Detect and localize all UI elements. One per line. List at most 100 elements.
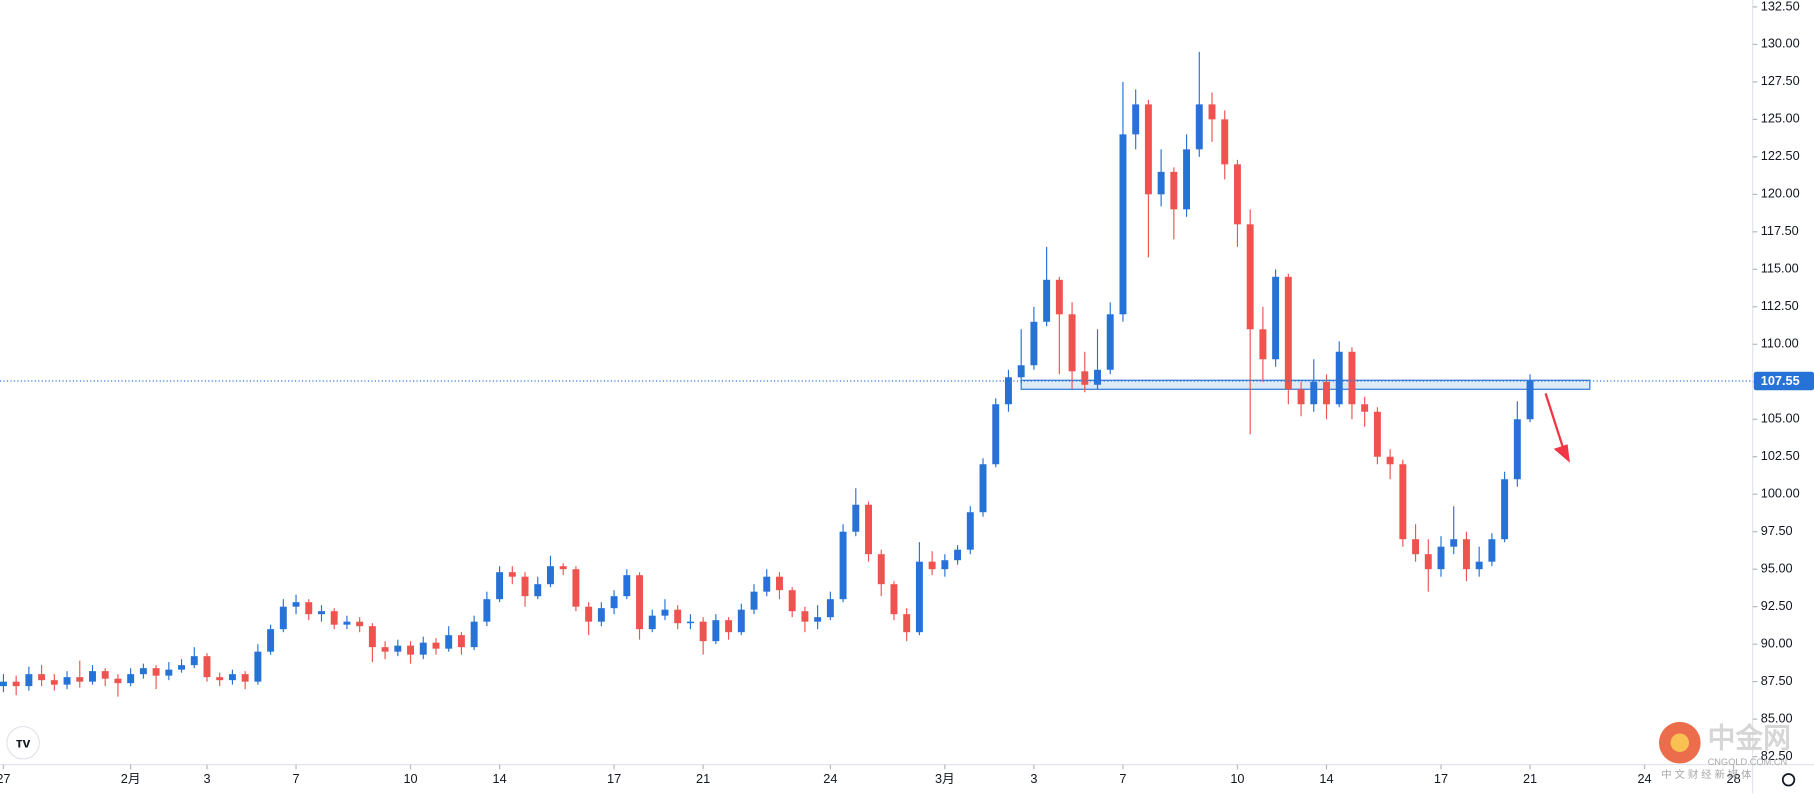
candle-body xyxy=(356,621,364,627)
candle-body xyxy=(737,609,745,633)
candle-body xyxy=(1246,224,1254,330)
candle-body xyxy=(190,656,198,666)
candle-body xyxy=(686,621,694,624)
candle-body xyxy=(368,626,376,648)
candle-body xyxy=(547,566,554,585)
candle-body xyxy=(865,504,872,555)
candle-body xyxy=(1183,149,1191,210)
candle-body xyxy=(890,584,898,615)
candle-body xyxy=(1475,561,1483,570)
arrow-head xyxy=(1553,444,1570,463)
x-tick-label: 17 xyxy=(607,771,621,786)
y-tick-label: 130.00 xyxy=(1761,36,1800,51)
candle-body xyxy=(521,576,529,597)
candle-body xyxy=(750,591,758,610)
candle-body xyxy=(661,609,669,616)
x-tick-label: 7 xyxy=(292,771,299,786)
candle-body xyxy=(915,561,923,633)
candle-body xyxy=(725,620,733,633)
candle-body xyxy=(165,669,173,676)
candle-body xyxy=(1106,314,1114,370)
x-tick-label: 27 xyxy=(0,771,11,786)
candle-body xyxy=(241,674,249,682)
candle-body xyxy=(267,629,275,652)
candle-body xyxy=(928,561,936,570)
y-tick-label: 125.00 xyxy=(1761,111,1800,126)
candle-body xyxy=(534,584,542,597)
candle-body xyxy=(139,668,147,675)
y-tick-label: 127.50 xyxy=(1761,73,1800,88)
x-tick-label: 14 xyxy=(1319,771,1333,786)
x-tick-label: 21 xyxy=(1523,771,1537,786)
candle-body xyxy=(1348,351,1356,405)
candle-body xyxy=(1004,377,1012,405)
y-tick-label: 115.00 xyxy=(1761,261,1799,276)
svg-text:ᴛᴠ: ᴛᴠ xyxy=(16,735,31,751)
y-tick-label: 122.50 xyxy=(1761,148,1800,163)
candle-body xyxy=(407,645,415,655)
last-price-box xyxy=(1753,371,1814,391)
candle-body xyxy=(839,531,847,600)
candle-body xyxy=(381,647,389,652)
candle-body xyxy=(1513,419,1521,480)
candle-body xyxy=(1412,539,1420,555)
y-tick-label: 120.00 xyxy=(1761,186,1800,201)
candle-body xyxy=(585,606,593,622)
candle-body xyxy=(470,621,478,648)
candle-body xyxy=(330,611,338,625)
candle-body xyxy=(763,576,771,592)
x-tick-label: 7 xyxy=(1119,771,1126,786)
candle-body xyxy=(1335,351,1343,405)
candle-body xyxy=(826,599,834,618)
candle-body xyxy=(903,614,911,633)
candle-body xyxy=(63,677,71,685)
candle-body xyxy=(1424,554,1432,570)
candle-body xyxy=(1488,539,1496,562)
candle-body xyxy=(457,635,465,648)
candle-body xyxy=(12,681,20,687)
candle-body xyxy=(178,665,186,670)
candle-body xyxy=(1132,104,1140,135)
candle-body xyxy=(419,642,427,655)
y-tick-label: 100.00 xyxy=(1761,486,1800,501)
candle-body xyxy=(1081,371,1089,385)
candle-body xyxy=(992,404,1000,465)
candle-body xyxy=(152,668,160,676)
candle-body xyxy=(101,671,109,679)
candle-body xyxy=(216,677,224,681)
candle-body xyxy=(979,464,987,513)
candle-body xyxy=(941,560,949,570)
candle-body xyxy=(1195,104,1203,150)
candle-body xyxy=(1119,134,1127,315)
x-tick-label: 3 xyxy=(203,771,210,786)
candle-body xyxy=(1361,404,1369,412)
candle-body xyxy=(305,602,313,615)
candle-body xyxy=(254,651,262,682)
x-tick-label: 2月 xyxy=(121,771,141,786)
candle-body xyxy=(1017,365,1025,378)
candle-body xyxy=(636,575,643,630)
candle-body xyxy=(432,642,440,649)
candle-body xyxy=(203,656,211,678)
candle-body xyxy=(1373,411,1381,457)
x-tick-label: 3月 xyxy=(935,771,955,786)
x-tick-label: 14 xyxy=(493,771,507,786)
candle-body xyxy=(559,566,567,570)
candle-body xyxy=(788,590,796,612)
candle-body xyxy=(1323,381,1330,405)
x-tick-label: 3 xyxy=(1030,771,1037,786)
candle-body xyxy=(1055,279,1063,315)
candle-body xyxy=(1399,464,1407,540)
candle-body xyxy=(1233,164,1241,225)
candle-body xyxy=(712,620,720,642)
y-tick-label: 112.50 xyxy=(1761,298,1799,313)
x-tick-label: 21 xyxy=(696,771,710,786)
candle-body xyxy=(801,611,809,622)
candle-body xyxy=(496,572,504,600)
candle-body xyxy=(1157,171,1165,195)
candle-body xyxy=(1437,546,1445,570)
settings-icon[interactable] xyxy=(1781,773,1796,787)
